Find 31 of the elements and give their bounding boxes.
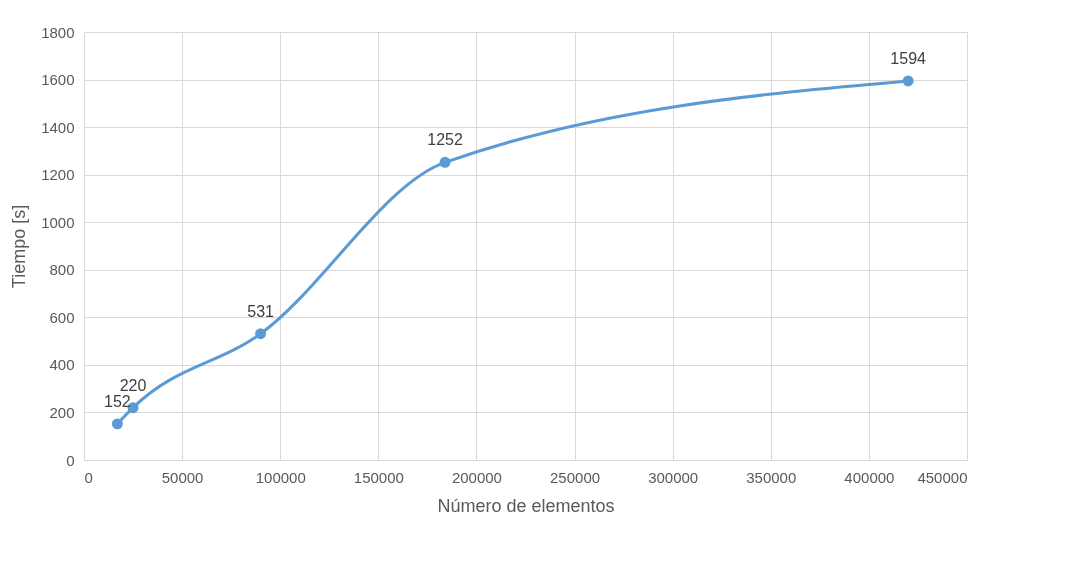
x-tick-label: 250000	[550, 468, 601, 486]
data-label: 220	[119, 376, 147, 394]
y-tick-label: 800	[49, 261, 75, 279]
x-tick-label: 150000	[353, 468, 404, 486]
data-label: 152	[104, 392, 131, 410]
y-tick-label: 1600	[41, 71, 75, 89]
point	[902, 75, 914, 87]
y-tick-label: 1200	[41, 166, 75, 184]
y-tick-label: 200	[49, 403, 75, 421]
x-tick-label: 200000	[451, 468, 502, 486]
y-tick-label: 0	[66, 451, 75, 469]
point	[439, 156, 451, 168]
data-label: 1594	[890, 49, 927, 67]
x-tick-label: 100000	[255, 468, 306, 486]
y-tick-label: 400	[49, 356, 75, 374]
y-tick-label: 600	[49, 308, 75, 326]
data-label: 531	[247, 302, 275, 320]
x-tick-label: 0	[84, 468, 93, 486]
x-tick-label: 400000	[844, 468, 895, 486]
x-tick-label: 450000	[917, 468, 968, 486]
point	[255, 328, 267, 340]
x-axis-title: Número de elementos	[437, 495, 615, 516]
y-tick-label: 1400	[41, 118, 75, 136]
x-tick-label: 350000	[746, 468, 797, 486]
y-axis-title: Tiempo [s]	[9, 204, 30, 289]
data-label: 1252	[427, 131, 463, 149]
x-tick-label: 300000	[648, 468, 699, 486]
y-tick-label: 1800	[41, 23, 75, 41]
x-tick-label: 50000	[161, 468, 204, 486]
y-tick-label: 1000	[41, 213, 75, 231]
point	[111, 418, 123, 430]
